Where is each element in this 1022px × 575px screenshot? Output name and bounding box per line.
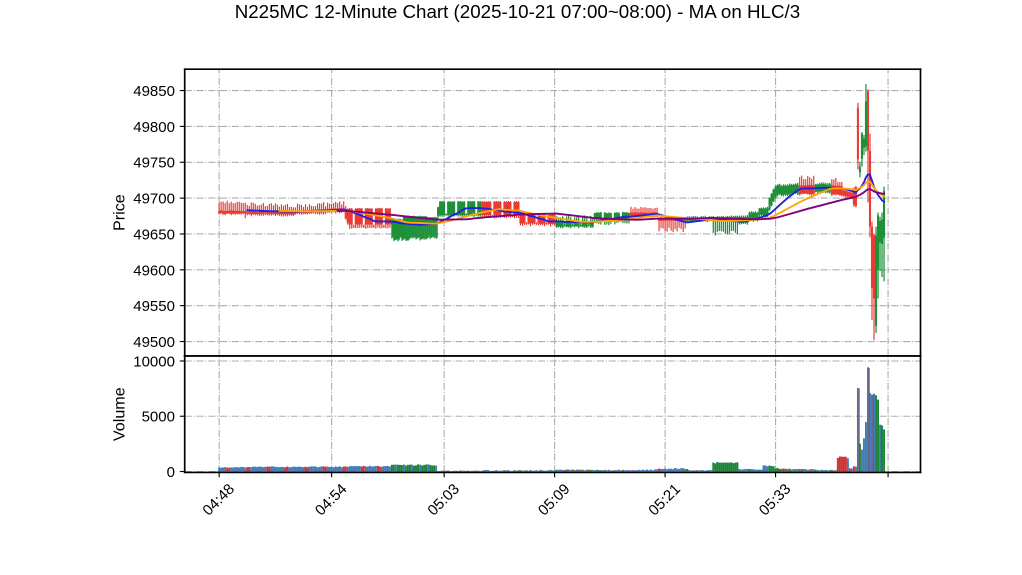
svg-text:0: 0	[167, 464, 175, 481]
svg-text:49600: 49600	[133, 262, 175, 279]
svg-text:Price: Price	[110, 194, 128, 231]
svg-text:49550: 49550	[133, 298, 175, 315]
svg-text:49800: 49800	[133, 119, 175, 136]
svg-text:Volume: Volume	[110, 387, 128, 441]
svg-text:N225MC 12-Minute Chart (2025-1: N225MC 12-Minute Chart (2025-10-21 07:00…	[235, 1, 800, 22]
svg-text:5000: 5000	[142, 409, 175, 426]
svg-text:10000: 10000	[133, 353, 175, 370]
svg-text:49850: 49850	[133, 83, 175, 100]
svg-text:49750: 49750	[133, 155, 175, 172]
svg-text:49700: 49700	[133, 191, 175, 208]
svg-text:49500: 49500	[133, 334, 175, 351]
svg-text:49650: 49650	[133, 226, 175, 243]
